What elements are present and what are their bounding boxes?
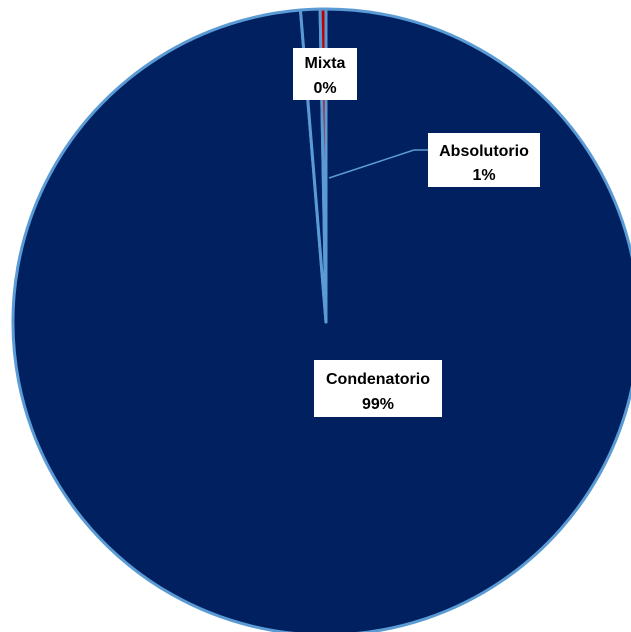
data-label-condenatorio-name: Condenatorio [326, 371, 430, 388]
data-label-mixta: Mixta 0% [293, 48, 357, 100]
data-label-condenatorio-value: 99% [362, 396, 394, 413]
data-label-absolutorio-name: Absolutorio [439, 143, 529, 160]
data-label-condenatorio: Condenatorio 99% [314, 360, 442, 417]
data-label-mixta-value: 0% [313, 80, 336, 97]
data-label-mixta-name: Mixta [305, 55, 346, 72]
leader-line-absolutorio [328, 149, 415, 179]
pie-slices [11, 7, 631, 632]
data-label-absolutorio-value: 1% [472, 167, 495, 184]
data-label-absolutorio: Absolutorio 1% [428, 133, 540, 187]
